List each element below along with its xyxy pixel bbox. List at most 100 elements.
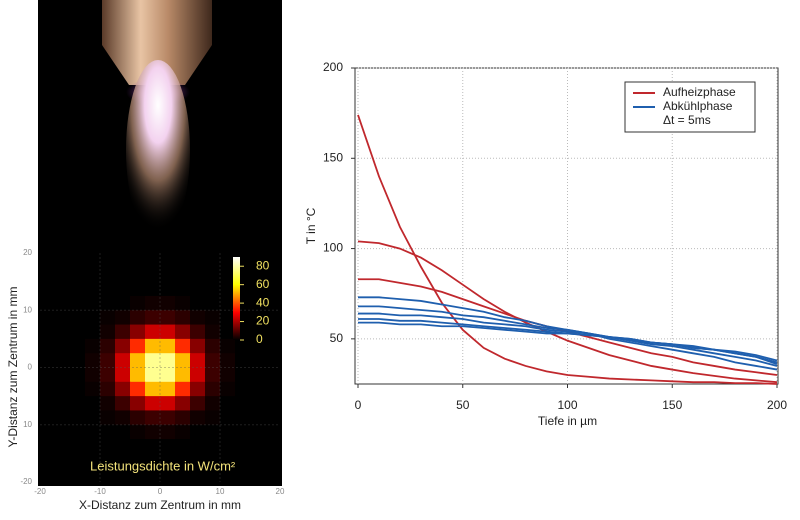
heat-cell [175, 338, 191, 354]
heat-cell [100, 439, 116, 454]
heat-cell [70, 324, 86, 340]
heat-cell [265, 281, 281, 297]
heat-cell [265, 453, 281, 469]
heat-cell [100, 453, 116, 469]
heat-cell [115, 324, 131, 340]
heat-cell [85, 424, 101, 440]
heat-cell [145, 396, 161, 411]
heat-cell [160, 367, 176, 383]
heat-cell [265, 267, 281, 283]
heat-cell [100, 467, 116, 483]
heat-cell [175, 424, 191, 440]
heat-cell [190, 381, 206, 397]
plasma-jet [126, 60, 190, 240]
heat-cell [40, 467, 56, 483]
y-tick-label: 0 [28, 363, 33, 372]
heat-cell [145, 353, 161, 368]
heat-cell [265, 381, 281, 397]
heat-cell [145, 381, 161, 397]
heat-cell [190, 424, 206, 440]
y-tick-label: 200 [323, 60, 343, 74]
heat-cell [130, 424, 146, 440]
heat-cell [70, 453, 86, 469]
colorbar-tick-label: 80 [256, 258, 270, 272]
heat-cell [205, 324, 221, 340]
heat-cell [115, 424, 131, 440]
x-tick-label: 0 [355, 398, 362, 412]
heat-cell [250, 338, 266, 354]
heat-cell [115, 281, 131, 297]
heat-cell [265, 396, 281, 411]
heat-cell [55, 310, 71, 326]
heat-cell [85, 396, 101, 411]
heat-cell [160, 439, 176, 454]
heat-cell [160, 253, 176, 268]
heat-cell [85, 338, 101, 354]
heat-cell [235, 367, 251, 383]
heat-cell [190, 281, 206, 297]
heat-cell [130, 310, 146, 326]
heat-cell [265, 439, 281, 454]
heat-cell [160, 424, 176, 440]
heat-cell [190, 353, 206, 368]
heat-cell [115, 453, 131, 469]
heat-cell [70, 439, 86, 454]
heat-cell [265, 253, 281, 268]
heat-cell [160, 324, 176, 340]
heat-cell [250, 267, 266, 283]
heat-cell [235, 424, 251, 440]
heat-cell [190, 396, 206, 411]
heat-cell [205, 467, 221, 483]
colorbar-tick-label: 60 [256, 277, 270, 291]
plot-frame [354, 67, 779, 385]
heat-cell [205, 410, 221, 426]
heat-cell [130, 439, 146, 454]
heat-cell [55, 338, 71, 354]
heat-cell [160, 310, 176, 326]
heat-cell [40, 310, 56, 326]
heat-cell [250, 381, 266, 397]
heat-cell [205, 338, 221, 354]
y-tick-label: 10 [23, 305, 32, 314]
heat-cell [145, 267, 161, 283]
heat-cell [220, 310, 236, 326]
heat-cell [100, 381, 116, 397]
heat-cell [160, 453, 176, 469]
heat-cell [205, 439, 221, 454]
heat-cell [55, 267, 71, 283]
colorbar-label: Leistungsdichte in W/cm² [90, 458, 236, 473]
heat-cell [265, 310, 281, 326]
heat-cell [85, 367, 101, 383]
heat-cell [40, 324, 56, 340]
heat-cell [220, 367, 236, 383]
heat-cell [100, 281, 116, 297]
heat-cell [190, 410, 206, 426]
heat-cell [40, 338, 56, 354]
heat-cell [190, 453, 206, 469]
heat-cell [220, 253, 236, 268]
heat-cell [70, 267, 86, 283]
heat-cell [265, 424, 281, 440]
heat-cell [85, 381, 101, 397]
heat-cell [190, 467, 206, 483]
heat-cell [100, 424, 116, 440]
heat-cell [130, 295, 146, 311]
heatmap: -20 -10 0 10 20 -20 10 0 10 20 X-Distanz zum Zentr… [6, 248, 285, 512]
y-tick-label: 10 [23, 420, 32, 429]
heat-cell [130, 253, 146, 268]
heat-cell [175, 396, 191, 411]
heat-cell [175, 281, 191, 297]
heat-cell [205, 267, 221, 283]
x-tick-label: 0 [158, 487, 163, 496]
heat-cell [205, 281, 221, 297]
heat-cell [145, 253, 161, 268]
heat-cell [40, 424, 56, 440]
curve [358, 321, 778, 362]
heat-cell [250, 424, 266, 440]
heat-cell [130, 281, 146, 297]
curve [357, 114, 778, 385]
x-tick-label: -20 [34, 487, 46, 496]
heat-cell [85, 439, 101, 454]
heat-cell [265, 367, 281, 383]
